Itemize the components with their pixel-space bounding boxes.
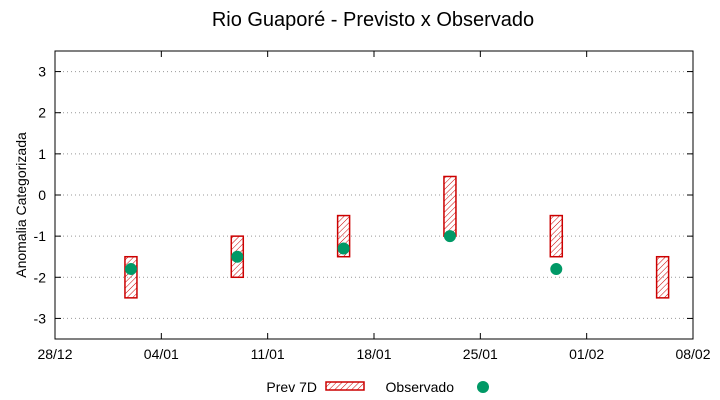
x-tick-label: 28/12 [37, 346, 72, 362]
chart-title: Rio Guaporé - Previsto x Observado [212, 9, 534, 31]
x-tick-label: 04/01 [144, 346, 179, 362]
y-tick-label: 1 [38, 146, 46, 162]
forecast-range-bar [655, 255, 670, 299]
observed-point [124, 263, 137, 276]
forecast-range-bar [443, 175, 457, 237]
x-tick-label: 18/01 [356, 346, 391, 362]
observed-point [231, 250, 244, 263]
y-axis-label: Anomalia Categorizada [13, 132, 29, 278]
x-tick-label: 11/01 [251, 346, 285, 362]
y-tick-label: 0 [38, 187, 46, 203]
x-axis: 28/12 04/01 11/01 18/01 25/01 01/02 08/02 [37, 51, 711, 362]
legend-label-prev7d: Prev 7D [266, 379, 317, 395]
observed-point [337, 242, 350, 255]
y-tick-label: -2 [34, 269, 47, 285]
forecast-range-bar [124, 255, 138, 299]
x-tick-label: 01/02 [569, 346, 604, 362]
legend: Prev 7D Observado [266, 379, 489, 395]
observed-points [124, 230, 563, 276]
x-tick-label: 08/02 [675, 346, 710, 362]
y-tick-label: 3 [38, 64, 46, 80]
legend-label-observado: Observado [386, 379, 455, 395]
legend-swatch-observado [477, 381, 489, 393]
legend-swatch-prev7d [325, 381, 365, 391]
plot-frame [54, 50, 694, 340]
forecast-range-bar [549, 214, 564, 258]
observed-point [443, 230, 456, 243]
y-tick-label: -1 [34, 228, 47, 244]
grid [55, 71, 693, 319]
x-tick-label: 25/01 [463, 346, 498, 362]
observed-point [550, 263, 563, 276]
y-tick-label: 2 [38, 105, 46, 121]
forecast-ranges [124, 175, 670, 299]
y-axis: 3 2 1 0 -1 -2 -3 [34, 64, 693, 326]
y-tick-label: -3 [34, 310, 47, 326]
